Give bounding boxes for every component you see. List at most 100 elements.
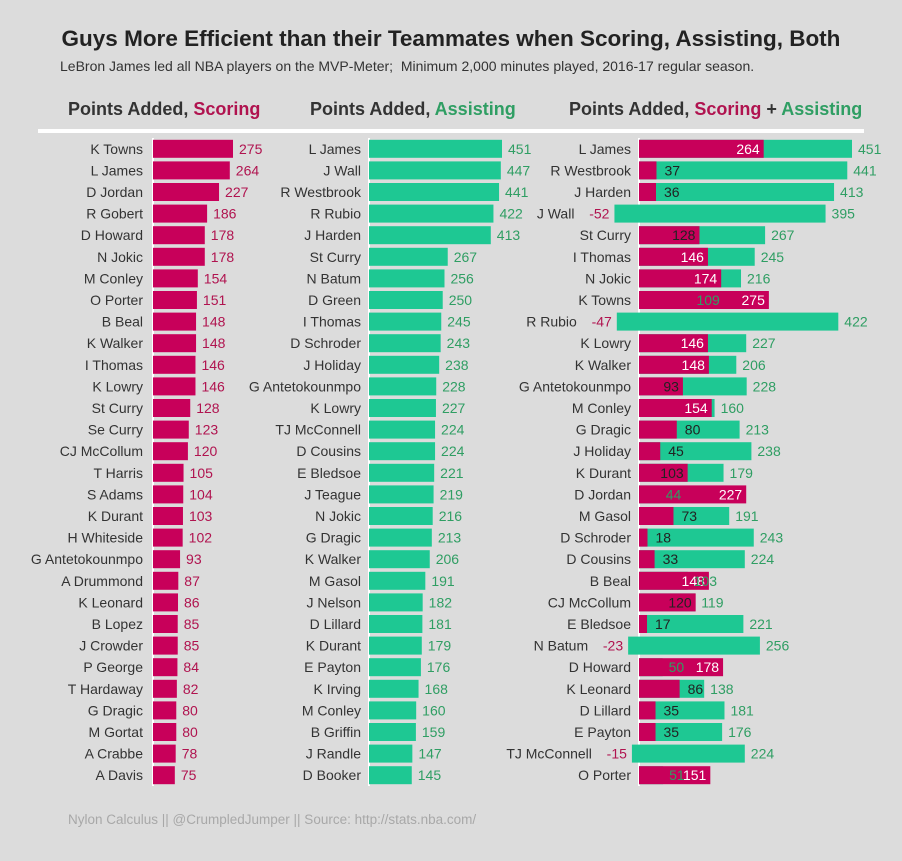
bar [369, 636, 422, 655]
bar [369, 550, 430, 569]
data-label-assisting: 224 [751, 551, 775, 567]
bar [369, 161, 501, 180]
category-label: R Gobert [86, 206, 143, 222]
category-label: O Porter [578, 767, 631, 783]
bar-scoring [639, 269, 722, 288]
data-label: 85 [184, 616, 200, 632]
chart-subtitle: LeBron James led all NBA players on the … [60, 58, 755, 74]
data-label-scoring: 148 [682, 573, 706, 589]
data-label-scoring: 128 [672, 227, 696, 243]
bar [369, 204, 494, 223]
data-label-scoring: 146 [681, 335, 705, 351]
bar [153, 334, 197, 353]
category-label: D Jordan [86, 184, 143, 200]
data-label: 206 [436, 551, 460, 567]
data-label-assisting: 224 [751, 746, 775, 762]
category-label: L James [579, 141, 631, 157]
data-label: 441 [505, 184, 529, 200]
category-label: N Batum [534, 638, 588, 654]
bar [153, 377, 196, 396]
bar [369, 399, 436, 417]
data-label-scoring: 33 [663, 551, 679, 567]
bar [369, 334, 441, 353]
bar-scoring [639, 679, 680, 698]
data-label-scoring: 154 [684, 400, 708, 416]
bar [369, 269, 445, 288]
bar [153, 550, 181, 569]
category-label: I Thomas [573, 249, 631, 265]
bar-scoring-negative [628, 636, 639, 655]
bar-scoring [639, 615, 648, 633]
bar-scoring [639, 550, 655, 569]
panel-title-scoring: Points Added, Scoring [68, 99, 260, 120]
bar [153, 507, 183, 525]
data-label-assisting: 213 [746, 422, 770, 438]
bar-scoring [639, 485, 747, 504]
category-label: R Westbrook [280, 184, 362, 200]
data-label: 213 [438, 530, 462, 546]
category-label: B Beal [590, 573, 631, 589]
data-label: 93 [186, 551, 202, 567]
category-label: A Crabbe [85, 746, 144, 762]
chart-title: Guys More Efficient than their Teammates… [61, 26, 841, 51]
bar-scoring [639, 593, 696, 612]
category-label: K Leonard [566, 681, 631, 697]
bar [153, 399, 191, 417]
data-label: 224 [441, 443, 465, 459]
category-label: K Walker [575, 357, 632, 373]
data-label: 256 [450, 270, 474, 286]
data-label: 148 [202, 314, 226, 330]
data-label-assisting: 238 [757, 443, 781, 459]
data-label-assisting: 413 [840, 184, 864, 200]
data-label-scoring: 178 [696, 659, 720, 675]
bar-assisting [639, 723, 723, 741]
bar [153, 463, 184, 482]
data-label: 413 [497, 227, 521, 243]
category-label: S Adams [87, 486, 143, 502]
data-label: 186 [213, 206, 237, 222]
data-label: 82 [183, 681, 199, 697]
bar [369, 226, 491, 245]
category-label: D Howard [81, 227, 143, 243]
bar [369, 247, 448, 266]
data-label-assisting: 44 [666, 486, 682, 502]
category-label: D Howard [569, 659, 631, 675]
bar-assisting [639, 161, 848, 180]
data-label-scoring: -47 [592, 314, 612, 330]
bar-scoring [639, 463, 688, 482]
data-label: 105 [190, 465, 214, 481]
data-label: 159 [422, 724, 446, 740]
data-label-scoring: 120 [668, 594, 692, 610]
bar [369, 593, 423, 612]
category-label: A Davis [96, 767, 143, 783]
bar [369, 183, 500, 201]
panel-title-assisting-prefix: Points Added, [310, 99, 435, 119]
data-label-scoring: 37 [664, 162, 680, 178]
data-label-assisting: 51 [669, 767, 685, 783]
data-label: 227 [225, 184, 249, 200]
category-label: K Durant [88, 508, 143, 524]
source-footer: Nylon Calculus || @CrumpledJumper || Sou… [68, 812, 477, 827]
category-label: E Payton [574, 724, 631, 740]
bar-scoring [639, 226, 700, 245]
category-label: J Nelson [307, 594, 361, 610]
data-label: 191 [431, 573, 455, 589]
bar [153, 701, 177, 720]
panel-title-scoring-highlight: Scoring [193, 99, 261, 119]
bar-assisting [639, 312, 839, 331]
data-label-assisting: 109 [696, 292, 720, 308]
category-label: G Dragic [306, 530, 361, 546]
category-label: R Westbrook [550, 162, 632, 178]
data-label-scoring: 80 [685, 422, 701, 438]
bar [369, 442, 436, 461]
bar [153, 528, 183, 547]
data-label: 422 [499, 206, 523, 222]
data-label-assisting: 227 [752, 335, 776, 351]
category-label: G Dragic [88, 702, 143, 718]
bar [153, 723, 177, 741]
category-label: B Griffin [311, 724, 361, 740]
bar-assisting [639, 442, 752, 461]
category-label: D Schroder [290, 335, 361, 351]
bar-scoring [639, 571, 709, 590]
